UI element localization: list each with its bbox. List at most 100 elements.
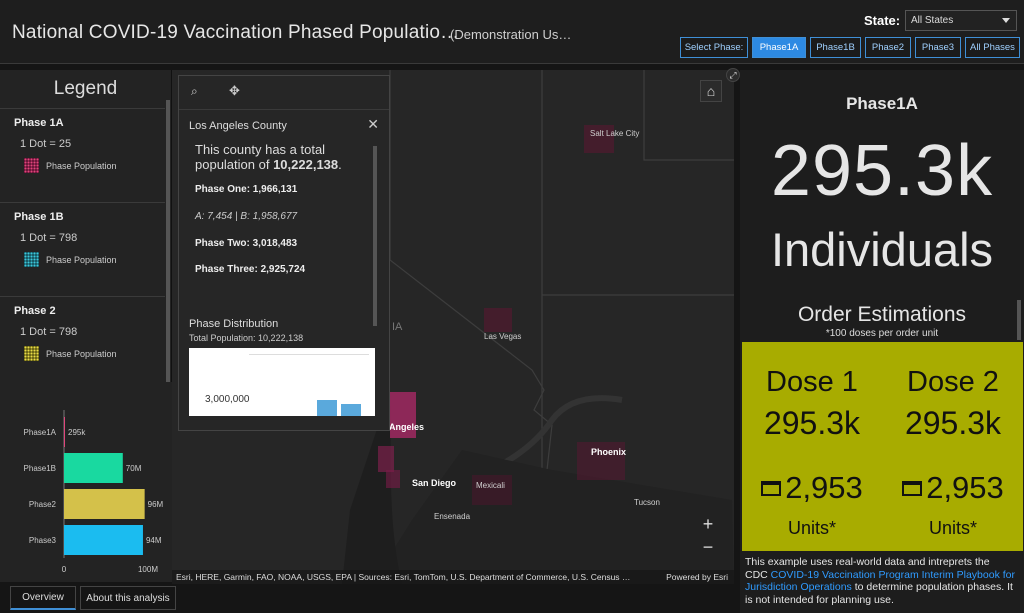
county-popup: ⌕ ✥ Los Angeles County ✕ This county has… bbox=[178, 75, 390, 431]
map-label-state: IA bbox=[392, 321, 403, 333]
map-attribution: Esri, HERE, Garmin, FAO, NOAA, USGS, EPA… bbox=[172, 570, 734, 584]
phase2-button[interactable]: Phase2 bbox=[865, 37, 911, 58]
pan-icon[interactable]: ✥ bbox=[229, 83, 240, 98]
bar-category-label: Phase3 bbox=[29, 536, 57, 545]
map-label-san-diego: San Diego bbox=[412, 478, 457, 488]
bar-category-label: Phase2 bbox=[29, 500, 57, 509]
phase1a-button[interactable]: Phase1A bbox=[752, 37, 806, 58]
map-label-phoenix: Phoenix bbox=[591, 447, 627, 457]
popup-toolbar: ⌕ ✥ bbox=[179, 76, 389, 110]
home-icon[interactable]: ⌂ bbox=[700, 80, 722, 102]
popup-desc-prefix: This county has a total population of bbox=[195, 142, 326, 172]
bar-value-label: 295k bbox=[68, 428, 86, 437]
legend-section-phase1b: Phase 1B 1 Dot = 798 Phase Population bbox=[0, 202, 165, 296]
all-phases-button[interactable]: All Phases bbox=[965, 37, 1020, 58]
tab-overview[interactable]: Overview bbox=[10, 586, 76, 610]
zoom-in-button[interactable]: + bbox=[702, 513, 714, 534]
legend-dot-value: 1 Dot = 25 bbox=[20, 138, 72, 150]
expand-icon[interactable]: ⤢ bbox=[726, 68, 740, 82]
app-subtitle: (Demonstration Us… bbox=[450, 27, 572, 42]
bar-mark bbox=[64, 453, 123, 483]
legend-item-label: Phase Population bbox=[46, 348, 117, 359]
popup-scrollbar[interactable] bbox=[373, 146, 377, 326]
legend-dot-value: 1 Dot = 798 bbox=[20, 232, 78, 244]
legend-panel: Legend Phase 1A 1 Dot = 25 Phase Populat… bbox=[0, 70, 172, 382]
legend-item-label: Phase Population bbox=[46, 254, 117, 265]
order-estimations-note: *100 doses per order unit bbox=[825, 328, 939, 339]
chart-axis-label: 3,000,000 bbox=[205, 394, 250, 405]
map-label-los-angeles: Angeles bbox=[389, 422, 425, 432]
popup-total-population: 10,222,138 bbox=[273, 157, 339, 172]
dose-box: Dose 1 295.3k 2,953 Units* Dose 2 295.3k… bbox=[742, 342, 1023, 551]
select-phase-label: Select Phase: bbox=[680, 37, 748, 58]
app-title: National COVID-19 Vaccination Phased Pop… bbox=[12, 22, 460, 43]
map-label-mexicali: Mexicali bbox=[476, 481, 505, 490]
panel-disclaimer: This example uses real-world data and in… bbox=[745, 556, 1015, 606]
order-estimations-title: Order Estimations bbox=[797, 303, 967, 326]
panel-scrollbar[interactable] bbox=[1017, 300, 1021, 340]
popup-description: This county has a total population of 10… bbox=[195, 142, 375, 172]
panel-phase-title: Phase1A bbox=[846, 94, 918, 113]
app-header: National COVID-19 Vaccination Phased Pop… bbox=[0, 0, 1024, 64]
legend-dot-value: 1 Dot = 798 bbox=[20, 326, 78, 338]
map-label-tucson: Tucson bbox=[634, 498, 660, 507]
chart-bar bbox=[317, 400, 337, 416]
dose-value: 295.3k bbox=[763, 405, 861, 441]
legend-title: Legend bbox=[53, 78, 118, 99]
bar-value-label: 96M bbox=[148, 500, 164, 509]
chart-gridline bbox=[249, 354, 369, 355]
dose-units: 2,953 bbox=[926, 470, 1004, 505]
dose-label: Dose 1 bbox=[766, 366, 858, 398]
dose-unit-label: Units* bbox=[787, 518, 836, 538]
chart-bar bbox=[341, 404, 361, 416]
bar-mark bbox=[64, 525, 143, 555]
state-select-value: All States bbox=[911, 15, 954, 26]
popup-phase-three: Phase Three: 2,925,724 bbox=[195, 264, 306, 275]
dot-swatch-icon bbox=[24, 346, 39, 361]
panel-big-number: 295.3k bbox=[770, 131, 994, 211]
bar-category-label: Phase1A bbox=[24, 428, 57, 437]
popup-phase-ab: A: 7,454 | B: 1,958,677 bbox=[195, 211, 298, 222]
dot-swatch-icon bbox=[24, 158, 39, 173]
summary-panel: Phase1A 295.3k Individuals Order Estimat… bbox=[740, 70, 1024, 613]
state-select[interactable]: All States bbox=[905, 10, 1017, 31]
legend-phase-title: Phase 2 bbox=[14, 305, 56, 317]
tab-about-analysis[interactable]: About this analysis bbox=[80, 586, 176, 610]
phase-bar-chart: Phase1A 295k Phase1B 70M Phase2 96M Phase3 94M 0… bbox=[0, 382, 172, 582]
note-prefix: This example uses real-world data and in… bbox=[745, 556, 990, 581]
legend-section-phase1a: Phase 1A 1 Dot = 25 Phase Population bbox=[0, 108, 165, 202]
phase3-button[interactable]: Phase3 bbox=[915, 37, 961, 58]
bar-chart-svg: Phase1A 295k Phase1B 70M Phase2 96M Phase3 94M 0… bbox=[24, 410, 164, 574]
bar-mark bbox=[64, 417, 65, 447]
dose-unit-label: Units* bbox=[928, 518, 977, 538]
bar-value-label: 94M bbox=[146, 536, 162, 545]
dose-label: Dose 2 bbox=[907, 366, 999, 398]
popup-distribution-sub: Total Population: 10,222,138 bbox=[189, 333, 304, 343]
note-suffix: to determine population phases. It is no… bbox=[745, 581, 1013, 606]
dose2-card: Dose 2 295.3k 2,953 Units* bbox=[883, 342, 1023, 539]
legend-section-phase2: Phase 2 1 Dot = 798 Phase Population bbox=[0, 296, 165, 382]
zoom-out-button[interactable]: − bbox=[702, 536, 714, 557]
playbook-link[interactable]: COVID-19 Vaccination Program Interim Pla… bbox=[745, 568, 1015, 594]
popup-phase-one: Phase One: 1,966,131 bbox=[195, 184, 298, 195]
dot-swatch-icon bbox=[24, 252, 39, 267]
box-icon bbox=[761, 480, 782, 496]
state-label: State: bbox=[864, 13, 901, 28]
close-icon[interactable]: ✕ bbox=[367, 116, 379, 132]
zoom-to-icon[interactable]: ⌕ bbox=[191, 84, 198, 98]
phase-selector: Select Phase: Phase1A Phase1B Phase2 Pha… bbox=[680, 37, 1020, 58]
popup-distribution-heading: Phase Distribution bbox=[189, 318, 279, 330]
box-icon bbox=[902, 480, 923, 496]
bottom-tabs: Overview About this analysis bbox=[0, 582, 420, 613]
popup-county-title: Los Angeles County bbox=[189, 120, 287, 132]
map-label-ensenada: Ensenada bbox=[434, 512, 471, 521]
legend-item-label: Phase Population bbox=[46, 160, 117, 171]
legend-scrollbar[interactable] bbox=[166, 100, 170, 382]
map-label-las-vegas: Las Vegas bbox=[484, 332, 522, 341]
legend-phase-title: Phase 1B bbox=[14, 211, 64, 223]
bar-tick-label: 0 bbox=[62, 565, 67, 574]
dose-units: 2,953 bbox=[785, 470, 863, 505]
bar-tick-label: 100M bbox=[138, 565, 158, 574]
map-basemap bbox=[342, 70, 734, 584]
phase1b-button[interactable]: Phase1B bbox=[810, 37, 861, 58]
